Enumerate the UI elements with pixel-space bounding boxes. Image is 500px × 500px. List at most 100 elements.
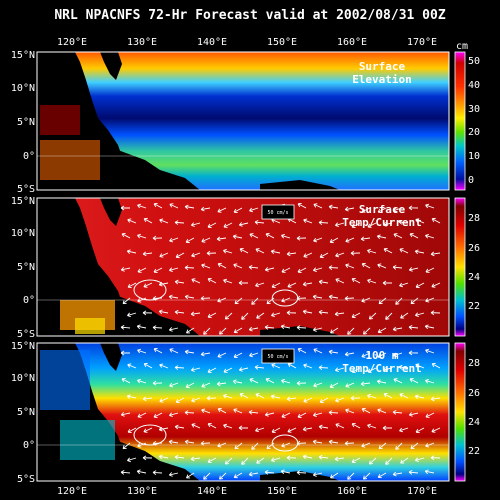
current-arrow (378, 442, 387, 450)
current-arrow (200, 206, 211, 212)
colorbar-tick: 26 (468, 243, 480, 254)
lon-label-bottom: 130°E (127, 486, 157, 497)
current-arrow (201, 263, 211, 269)
current-arrow (383, 247, 393, 254)
current-arrow (255, 427, 265, 433)
current-arrow (312, 472, 323, 477)
current-arrow (313, 348, 323, 354)
current-arrow (297, 202, 307, 209)
current-arrow (377, 263, 387, 269)
current-arrow (223, 367, 233, 373)
current-arrow (431, 427, 441, 433)
current-arrow (168, 267, 179, 272)
current-arrow (142, 396, 153, 402)
current-arrow (137, 233, 147, 239)
current-arrow (368, 312, 377, 320)
current-arrow (393, 378, 403, 384)
current-arrow (281, 233, 291, 239)
current-arrow (430, 396, 441, 402)
colorbar-tick: 10 (468, 151, 480, 162)
current-arrow (385, 312, 393, 320)
current-arrow (382, 222, 393, 227)
current-arrow (174, 279, 185, 285)
current-arrow (415, 363, 425, 369)
current-arrow (393, 207, 403, 213)
current-arrow (302, 454, 313, 460)
current-arrow (367, 222, 377, 228)
current-arrow (367, 278, 377, 284)
current-arrow (249, 352, 259, 358)
current-arrow (232, 234, 243, 240)
lat-label: 5°S (17, 329, 35, 340)
current-arrow (217, 407, 227, 414)
current-arrow (122, 297, 131, 305)
lat-label: 5°N (17, 117, 35, 128)
current-arrow (191, 278, 201, 284)
current-arrow (287, 362, 297, 369)
current-arrow (136, 324, 147, 330)
current-arrow (169, 203, 179, 209)
current-arrow (238, 280, 249, 286)
bottom-longitude-axis: 120°E 130°E 140°E 150°E 160°E 170°E (57, 486, 437, 497)
current-arrow (347, 472, 355, 480)
current-arrow (127, 282, 137, 289)
colorbar-tick: 50 (468, 56, 480, 67)
current-arrow (281, 267, 291, 273)
current-arrow (318, 365, 329, 370)
current-arrow (398, 219, 409, 225)
current-arrow (223, 278, 233, 284)
panel-label-line2: Elevation (352, 73, 412, 86)
current-arrow (184, 265, 195, 271)
panel-label-line1: Surface (359, 60, 406, 73)
current-arrow (382, 425, 393, 431)
current-arrow (121, 232, 131, 239)
current-arrow (190, 311, 201, 317)
colorbar-tick: 28 (468, 213, 480, 224)
current-arrow (363, 472, 371, 480)
current-arrow (169, 382, 179, 388)
current-arrow (271, 363, 281, 369)
current-arrow (400, 312, 409, 319)
current-arrow (312, 412, 323, 417)
eddy-loop (271, 289, 299, 307)
current-arrow (190, 367, 201, 372)
current-arrow (266, 442, 275, 450)
current-arrow (120, 325, 131, 330)
current-arrow (367, 367, 377, 373)
current-arrow (376, 379, 387, 385)
current-arrow (330, 327, 339, 334)
current-vectors (120, 202, 441, 335)
current-arrow (319, 397, 329, 404)
lat-label: 10°N (11, 373, 35, 384)
current-arrow (174, 454, 185, 460)
current-arrow (152, 325, 163, 330)
current-arrow (334, 222, 345, 227)
current-arrow (328, 294, 339, 300)
current-arrow (203, 327, 211, 335)
current-arrow (143, 217, 153, 224)
current-arrow (184, 439, 195, 445)
current-arrow (233, 352, 243, 359)
current-arrow (153, 202, 163, 209)
current-arrow (191, 423, 201, 429)
current-arrow (271, 312, 281, 318)
current-arrow (335, 423, 345, 429)
current-arrow (415, 427, 425, 434)
cool-water-patch (75, 318, 105, 334)
lat-label: 5°N (17, 262, 35, 273)
current-arrow (159, 252, 169, 258)
current-arrow (302, 426, 313, 432)
current-arrow (169, 348, 179, 354)
current-arrow (137, 378, 147, 384)
current-arrow (121, 377, 131, 384)
current-arrow (241, 312, 249, 320)
colorbar (454, 342, 466, 482)
current-arrow (207, 367, 217, 373)
colorbar-tick: 22 (468, 446, 480, 457)
current-arrow (203, 472, 211, 480)
lon-label-bottom: 170°E (407, 486, 437, 497)
colorbar-tick: 24 (468, 417, 480, 428)
current-arrow (271, 457, 281, 463)
current-arrow (410, 442, 419, 450)
